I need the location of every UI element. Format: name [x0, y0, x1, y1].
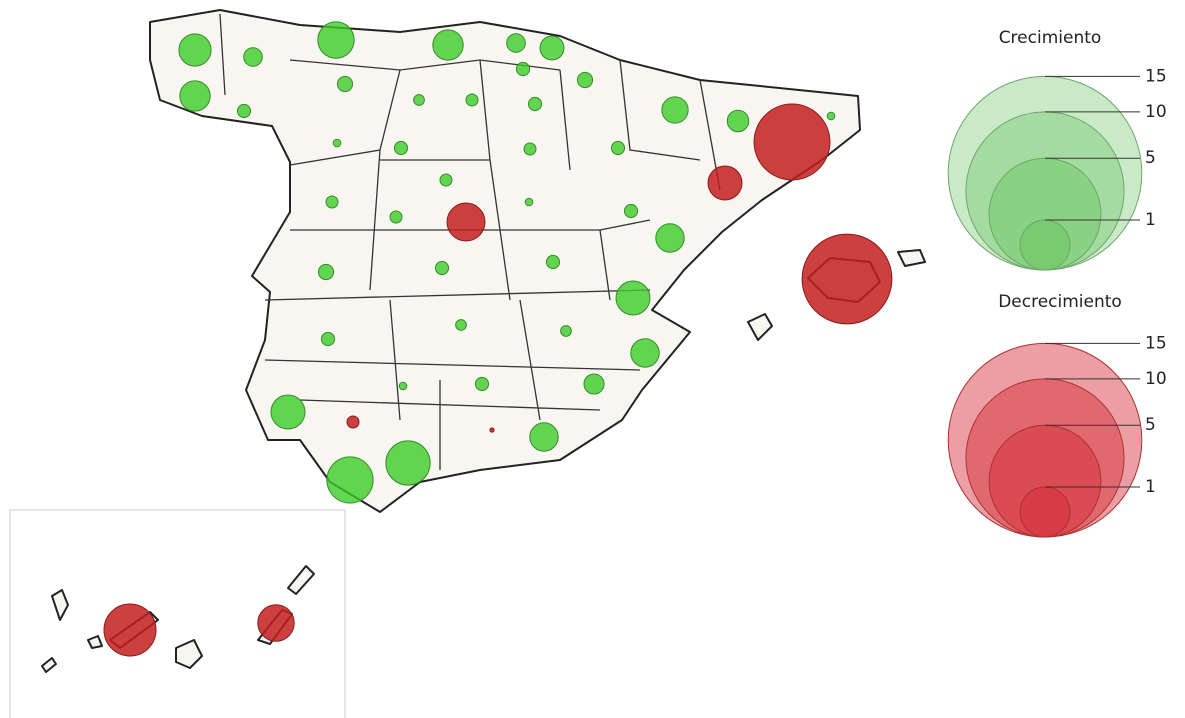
growth-bubble — [389, 210, 403, 224]
growth-bubble — [413, 94, 425, 106]
legend-label: 15 — [1145, 333, 1167, 353]
growth-bubble — [826, 111, 836, 121]
gran-canaria — [175, 639, 203, 669]
legend-label: 10 — [1145, 369, 1167, 389]
growth-bubble — [179, 80, 211, 112]
growth-bubble — [515, 61, 531, 77]
growth-bubble — [661, 96, 689, 124]
growth-bubble — [523, 142, 537, 156]
growth-bubble — [332, 138, 342, 148]
growth-bubble — [325, 195, 339, 209]
growth-bubble — [615, 280, 651, 316]
growth-bubble — [455, 319, 467, 331]
growth-bubble — [398, 381, 408, 391]
decline-bubble — [446, 202, 486, 242]
decline-bubble — [707, 165, 743, 201]
growth-bubble — [317, 21, 355, 59]
legend-label: 5 — [1145, 415, 1156, 435]
growth-bubble — [465, 93, 479, 107]
decline-bubble — [801, 233, 893, 325]
decline-bubble — [103, 603, 157, 657]
legend-label: 5 — [1145, 148, 1156, 168]
growth-bubble — [545, 254, 561, 270]
growth-bubble — [539, 35, 565, 61]
hierro — [41, 657, 57, 673]
growth-bubble — [655, 223, 685, 253]
growth-bubble — [506, 33, 526, 53]
lanzarote — [287, 565, 315, 595]
growth-bubble — [336, 75, 354, 93]
growth-bubble — [243, 47, 263, 67]
province-lines — [219, 13, 721, 470]
growth-bubble — [527, 96, 543, 112]
decline-bubble — [257, 604, 295, 642]
menorca — [897, 249, 926, 267]
canarias-inset — [9, 509, 346, 718]
ibiza — [747, 313, 773, 341]
growth-bubble — [474, 376, 490, 392]
growth-bubble — [623, 203, 639, 219]
growth-bubble — [610, 140, 626, 156]
growth-bubble — [393, 140, 409, 156]
legend-label: 10 — [1145, 102, 1167, 122]
growth-bubble — [320, 331, 336, 347]
gomera — [87, 635, 103, 649]
growth-bubble — [326, 456, 374, 504]
legend-label: 15 — [1145, 66, 1167, 86]
legend-circle — [1019, 486, 1071, 538]
growth-bubble — [529, 422, 559, 452]
growth-bubble — [236, 103, 252, 119]
growth-bubble — [432, 29, 464, 61]
la-palma — [51, 589, 69, 621]
growth-bubble — [317, 263, 335, 281]
growth-bubble — [560, 325, 572, 337]
growth-bubble — [434, 260, 450, 276]
decline-bubble — [753, 103, 831, 181]
growth-bubble — [583, 373, 605, 395]
growth-bubble — [576, 71, 594, 89]
growth-bubble — [439, 173, 453, 187]
legend-circle — [1019, 219, 1071, 271]
growth-bubble — [385, 440, 431, 486]
growth-bubble — [630, 338, 660, 368]
growth-bubble — [726, 109, 750, 133]
growth-bubble — [270, 394, 306, 430]
legend-title: Decrecimiento — [998, 292, 1122, 312]
legend-title: Crecimiento — [999, 28, 1102, 48]
growth-bubble — [524, 197, 534, 207]
legend-label: 1 — [1145, 210, 1156, 230]
decline-bubble — [346, 415, 360, 429]
growth-bubble — [178, 33, 212, 67]
legend-label: 1 — [1145, 477, 1156, 497]
decline-bubble — [489, 427, 495, 433]
